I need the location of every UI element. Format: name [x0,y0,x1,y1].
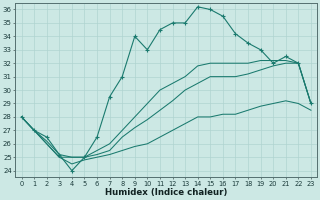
X-axis label: Humidex (Indice chaleur): Humidex (Indice chaleur) [105,188,228,197]
